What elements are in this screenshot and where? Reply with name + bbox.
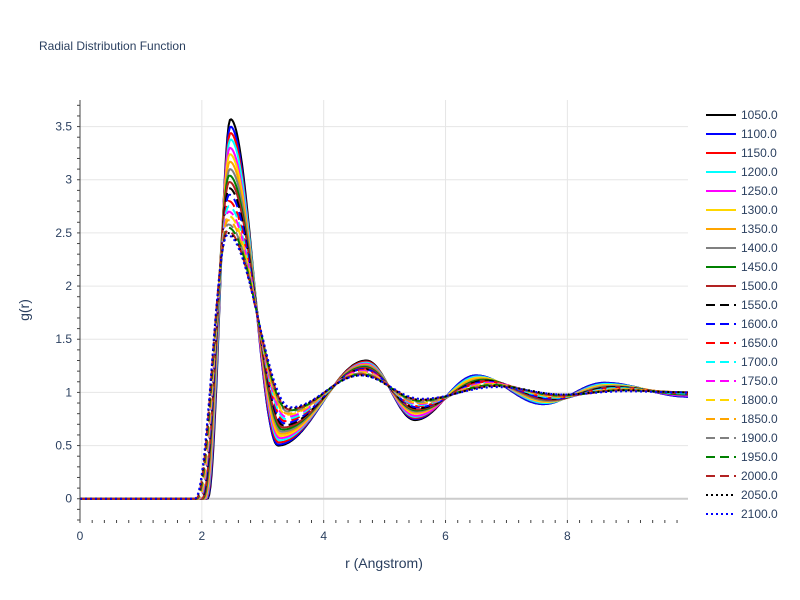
legend-label: 1900.0	[741, 431, 778, 445]
legend-item[interactable]: 1250.0	[706, 184, 778, 198]
y-tick-label: 1	[65, 385, 72, 399]
y-tick-label: 0	[65, 492, 72, 506]
legend-label: 2000.0	[741, 469, 778, 483]
legend-label: 1450.0	[741, 260, 778, 274]
legend-label: 1200.0	[741, 165, 778, 179]
x-tick-label: 4	[320, 529, 327, 543]
legend-label: 1600.0	[741, 317, 778, 331]
legend-label: 1300.0	[741, 203, 778, 217]
legend-label: 1350.0	[741, 222, 778, 236]
legend-item[interactable]: 1450.0	[706, 260, 778, 274]
legend-label: 1950.0	[741, 450, 778, 464]
y-tick-label: 3.5	[55, 120, 72, 134]
legend-item[interactable]: 1400.0	[706, 241, 778, 255]
legend-item[interactable]: 2100.0	[706, 507, 778, 521]
legend-item[interactable]: 1150.0	[706, 146, 777, 160]
x-tick-label: 0	[77, 529, 84, 543]
legend-item[interactable]: 2050.0	[706, 488, 778, 502]
legend-label: 1150.0	[741, 146, 777, 160]
legend-item[interactable]: 1550.0	[706, 298, 778, 312]
legend-label: 1850.0	[741, 412, 778, 426]
legend-item[interactable]: 1350.0	[706, 222, 778, 236]
legend-label: 1100.0	[741, 127, 777, 141]
legend-item[interactable]: 1750.0	[706, 374, 778, 388]
y-tick-label: 2	[65, 279, 72, 293]
legend-label: 1400.0	[741, 241, 778, 255]
legend-item[interactable]: 1950.0	[706, 450, 778, 464]
legend-item[interactable]: 1200.0	[706, 165, 778, 179]
y-tick-label: 0.5	[55, 439, 72, 453]
chart-title: Radial Distribution Function	[39, 39, 186, 53]
legend-item[interactable]: 1500.0	[706, 279, 778, 293]
legend-label: 2050.0	[741, 488, 778, 502]
y-tick-label: 3	[65, 173, 72, 187]
legend-item[interactable]: 1800.0	[706, 393, 778, 407]
y-axis-title: g(r)	[16, 299, 32, 321]
legend-label: 1750.0	[741, 374, 778, 388]
legend-label: 1650.0	[741, 336, 778, 350]
legend-item[interactable]: 1050.0	[706, 108, 778, 122]
legend-item[interactable]: 1850.0	[706, 412, 778, 426]
legend-label: 1550.0	[741, 298, 778, 312]
legend-label: 1800.0	[741, 393, 778, 407]
series-layer	[80, 118, 688, 500]
y-tick-label: 2.5	[55, 226, 72, 240]
legend-label: 1500.0	[741, 279, 778, 293]
x-tick-label: 2	[198, 529, 205, 543]
legend[interactable]: 1050.0 1100.0 1150.0 1200.0 1250.0 1300.0 1350…	[706, 108, 778, 521]
legend-item[interactable]: 1700.0	[706, 355, 778, 369]
series-line[interactable]	[80, 234, 688, 500]
legend-label: 1700.0	[741, 355, 778, 369]
legend-item[interactable]: 1600.0	[706, 317, 778, 331]
legend-item[interactable]: 1300.0	[706, 203, 778, 217]
legend-label: 1050.0	[741, 108, 778, 122]
legend-item[interactable]: 1100.0	[706, 127, 777, 141]
x-axis-title: r (Angstrom)	[345, 555, 423, 571]
y-tick-label: 1.5	[55, 332, 72, 346]
legend-item[interactable]: 1650.0	[706, 336, 778, 350]
legend-label: 1250.0	[741, 184, 778, 198]
legend-item[interactable]: 2000.0	[706, 469, 778, 483]
legend-item[interactable]: 1900.0	[706, 431, 778, 445]
legend-label: 2100.0	[741, 507, 778, 521]
x-tick-label: 6	[442, 529, 449, 543]
axes: 0 2 4 6 8 0 0.5 1 1.5 2 2.5 3 3.5	[55, 100, 678, 543]
x-tick-label: 8	[564, 529, 571, 543]
